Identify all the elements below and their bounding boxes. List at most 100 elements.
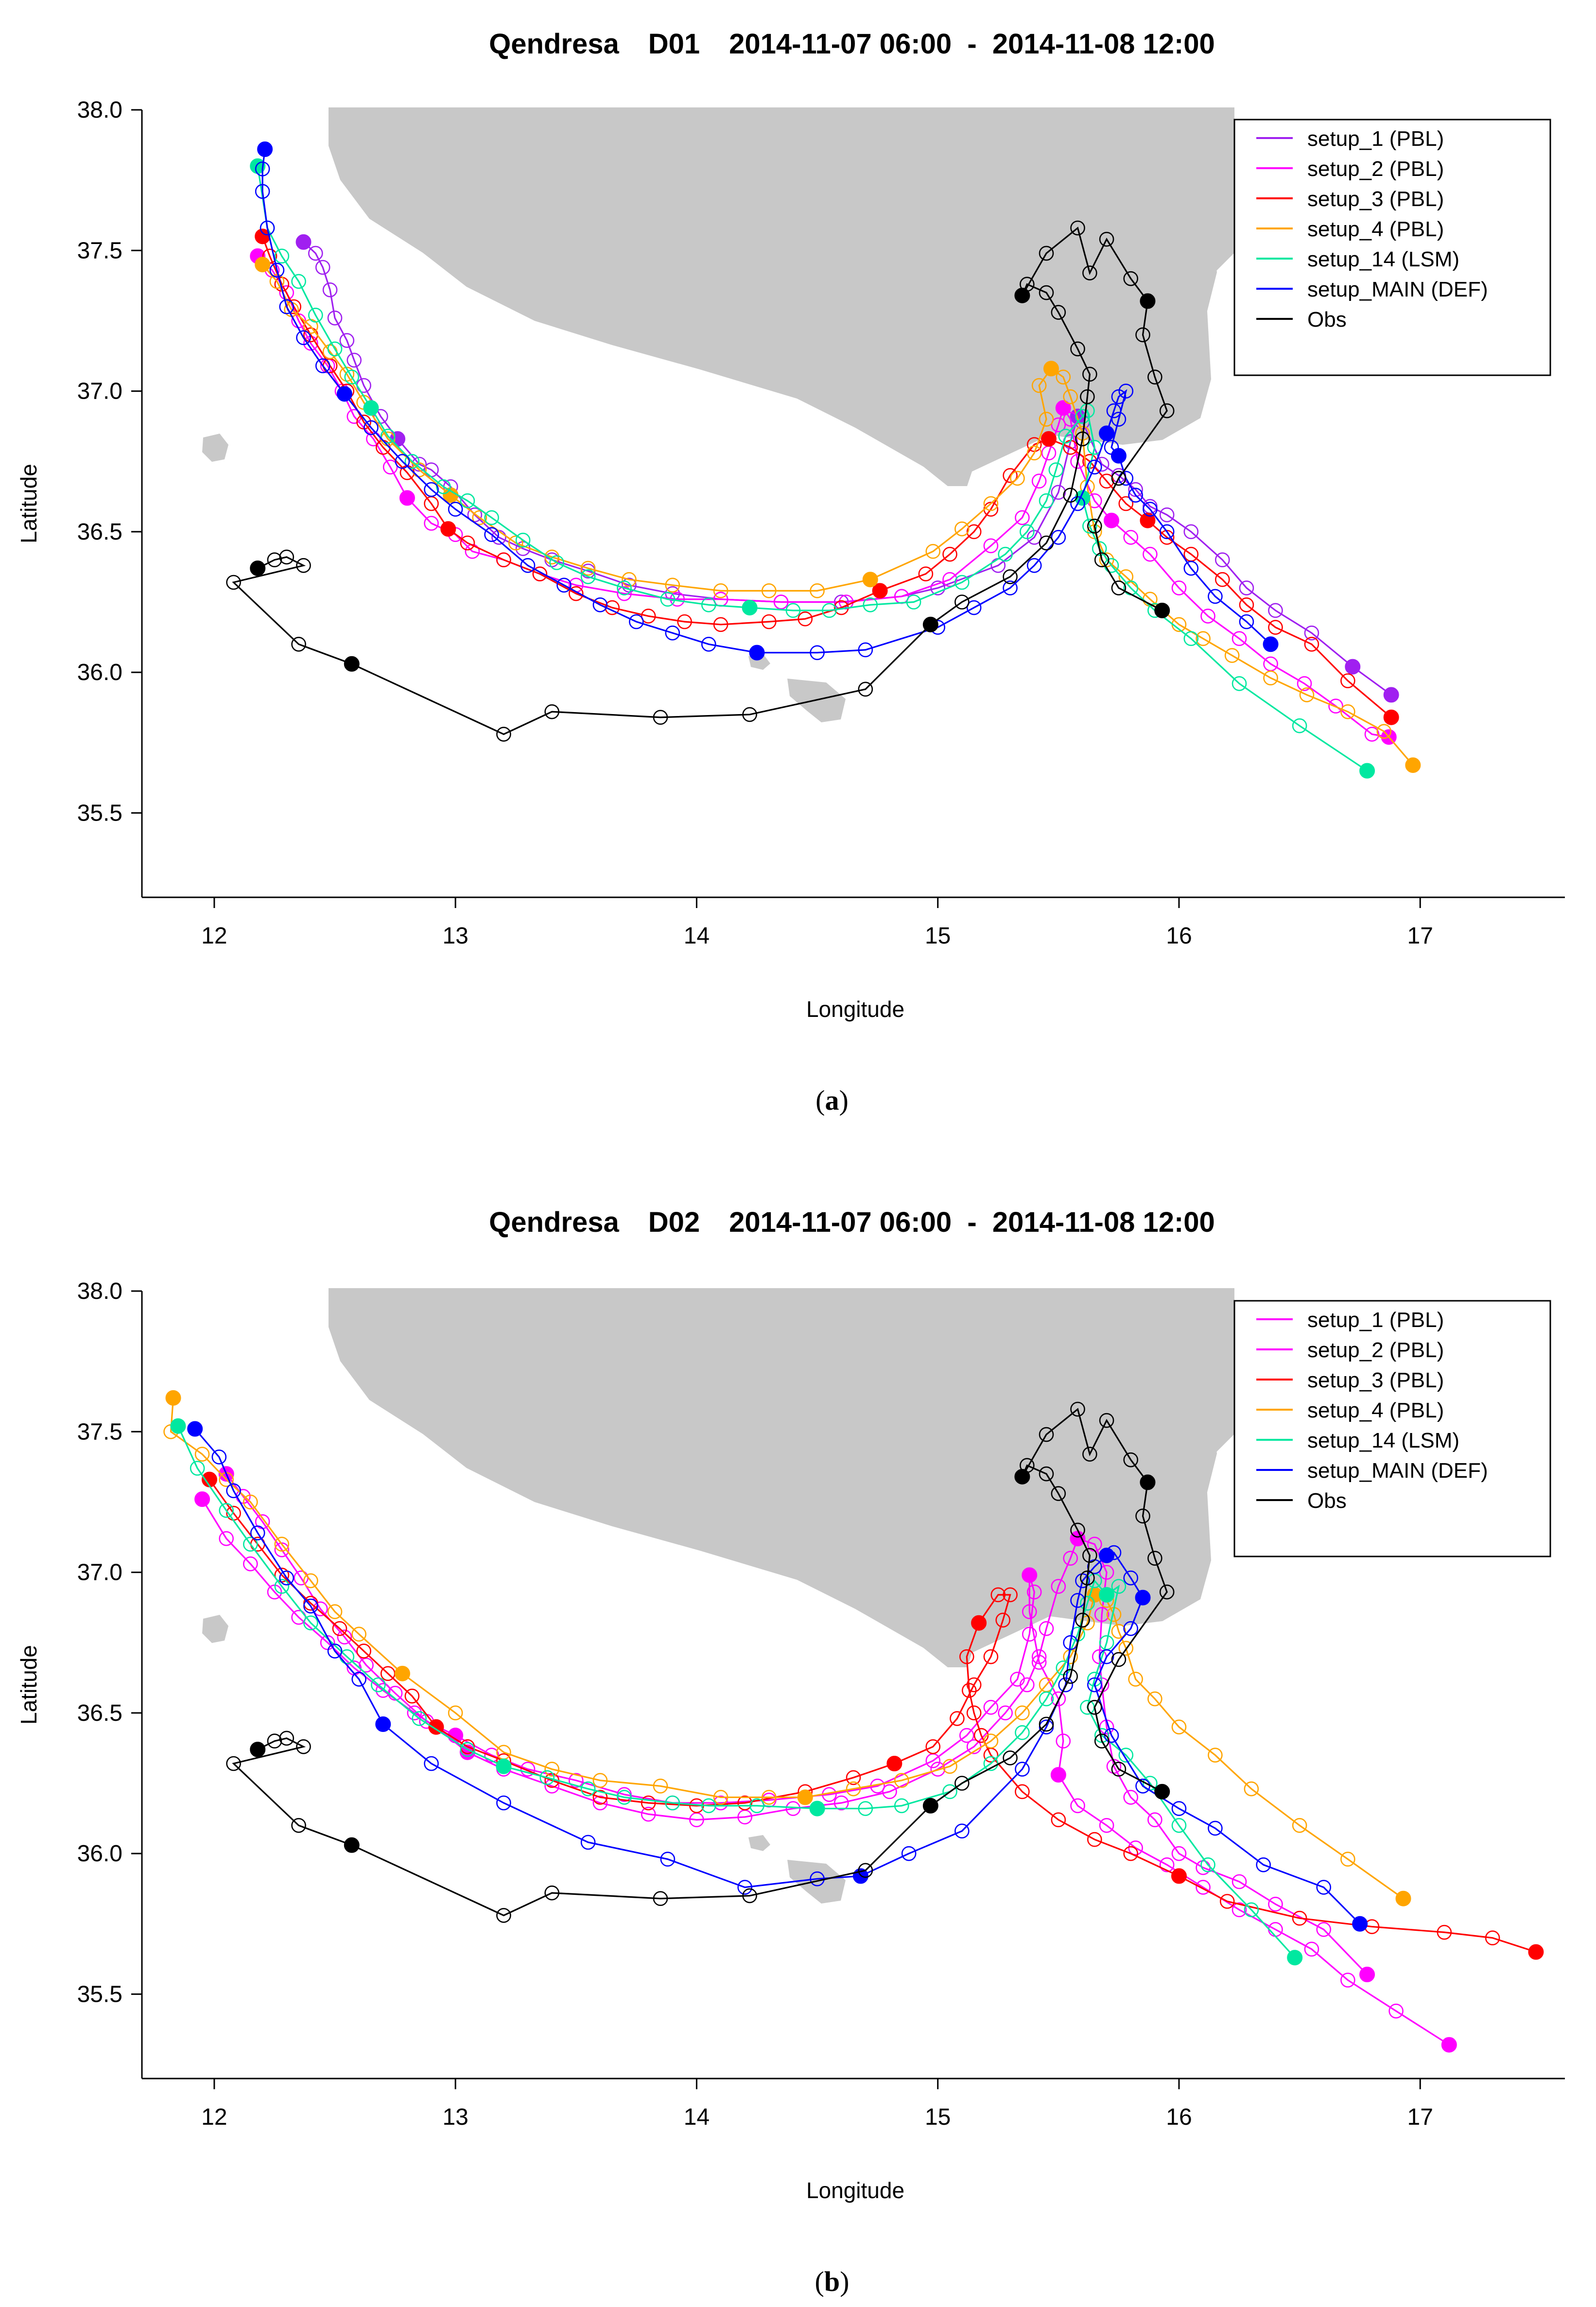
track-point — [1263, 670, 1278, 686]
track-point — [1075, 431, 1090, 447]
track-point-filled — [257, 141, 273, 157]
land-calabria — [1093, 107, 1234, 272]
track-point — [959, 1649, 974, 1664]
track-point — [1070, 1798, 1085, 1814]
panel-a-caption: (a) — [815, 1084, 849, 1116]
title-storm: Qendresa — [489, 28, 619, 60]
track-point — [291, 1818, 306, 1833]
track-point — [1232, 676, 1247, 691]
track-point — [1092, 541, 1107, 556]
track-point — [785, 1801, 801, 1816]
track-point — [1003, 1587, 1018, 1603]
track-point — [274, 1579, 290, 1594]
track-point-filled — [1110, 448, 1127, 464]
ticks: 12 13 14 15 16 17 35.5 36.0 36.5 37.0 37.5 38.0 — [77, 97, 1433, 949]
track-point-filled — [399, 490, 415, 506]
track-point-filled — [1014, 287, 1030, 303]
track-point — [1364, 727, 1380, 742]
track-point — [424, 482, 439, 497]
track-point — [966, 524, 982, 540]
track-point-filled — [1099, 425, 1115, 441]
track-point-filled — [250, 560, 266, 577]
track-point — [364, 420, 379, 436]
track-point — [1010, 471, 1025, 486]
legend-box — [1233, 1300, 1551, 1557]
track-point — [568, 1773, 584, 1788]
track-point — [496, 727, 511, 742]
x-axis-label: Longitude — [806, 2178, 904, 2203]
track-point — [1376, 724, 1392, 739]
track-point — [713, 583, 729, 598]
track-point — [568, 586, 584, 601]
track-point — [1123, 1790, 1139, 1805]
track-point-filled — [886, 1756, 902, 1771]
track-point-filled — [1055, 400, 1071, 416]
track-point — [424, 516, 439, 531]
track-point-filled — [1140, 512, 1156, 528]
track-point — [356, 1643, 371, 1659]
track-point — [1015, 1725, 1030, 1740]
track-point — [226, 1756, 241, 1771]
track-point — [1003, 1750, 1018, 1765]
track-point — [906, 594, 921, 610]
legend-label: setup_2 (PBL) — [1307, 157, 1444, 181]
track-point — [1056, 369, 1071, 384]
track-point — [308, 245, 323, 261]
track-point — [1106, 403, 1122, 419]
track-point — [544, 549, 559, 565]
track-point-filled — [1528, 1944, 1544, 1960]
track-point-filled — [1099, 1547, 1115, 1563]
series-layer — [226, 141, 1421, 779]
track-point — [1075, 409, 1090, 424]
track-point-filled — [1154, 1783, 1170, 1800]
track-point — [653, 1778, 668, 1794]
x-tick-label: 15 — [925, 923, 951, 949]
track-point — [1111, 1652, 1127, 1667]
track-point — [1087, 518, 1102, 534]
track-point — [954, 1823, 970, 1839]
track-point — [1022, 1604, 1037, 1619]
track-point — [1239, 580, 1254, 595]
track-point-filled — [1359, 763, 1375, 779]
track-point — [472, 510, 487, 525]
track-point — [1268, 603, 1283, 618]
legend-label: setup_1 (PBL) — [1307, 127, 1444, 151]
track-point — [1159, 524, 1175, 540]
track-point — [1026, 558, 1042, 573]
track-point — [858, 682, 873, 697]
x-tick-label: 12 — [201, 2104, 227, 2130]
track-point — [617, 580, 632, 595]
track-point — [1292, 1910, 1307, 1926]
track-point — [942, 546, 957, 562]
land-calabria — [1093, 1288, 1234, 1453]
track-point — [308, 308, 323, 323]
track-point-filled — [1022, 1567, 1038, 1583]
track-point — [1031, 378, 1047, 393]
track-point — [1123, 1452, 1139, 1468]
track-point — [1159, 1857, 1175, 1872]
track-point — [1063, 389, 1078, 404]
track-point — [858, 1863, 873, 1878]
track-point — [1340, 1852, 1355, 1867]
track-point-filled — [1383, 687, 1399, 703]
track-point — [1031, 1649, 1047, 1664]
track-point — [404, 454, 420, 469]
track-point — [954, 521, 970, 537]
track-point — [950, 1711, 965, 1726]
track-point — [677, 614, 692, 629]
track-point — [966, 600, 982, 615]
track-point — [1099, 1413, 1114, 1428]
track-point — [822, 603, 837, 618]
track-point-filled — [1050, 1767, 1066, 1783]
series-line — [232, 1408, 1168, 1917]
track-point — [1200, 1857, 1215, 1872]
x-tick-label: 17 — [1407, 923, 1433, 949]
track-point — [810, 583, 825, 598]
track-point — [1297, 676, 1312, 691]
track-point — [1039, 1427, 1054, 1442]
track-point — [484, 510, 499, 525]
track-point-filled — [1352, 1916, 1368, 1932]
track-point-filled — [1171, 1868, 1187, 1884]
track-point — [580, 560, 596, 576]
track-point — [382, 459, 398, 475]
